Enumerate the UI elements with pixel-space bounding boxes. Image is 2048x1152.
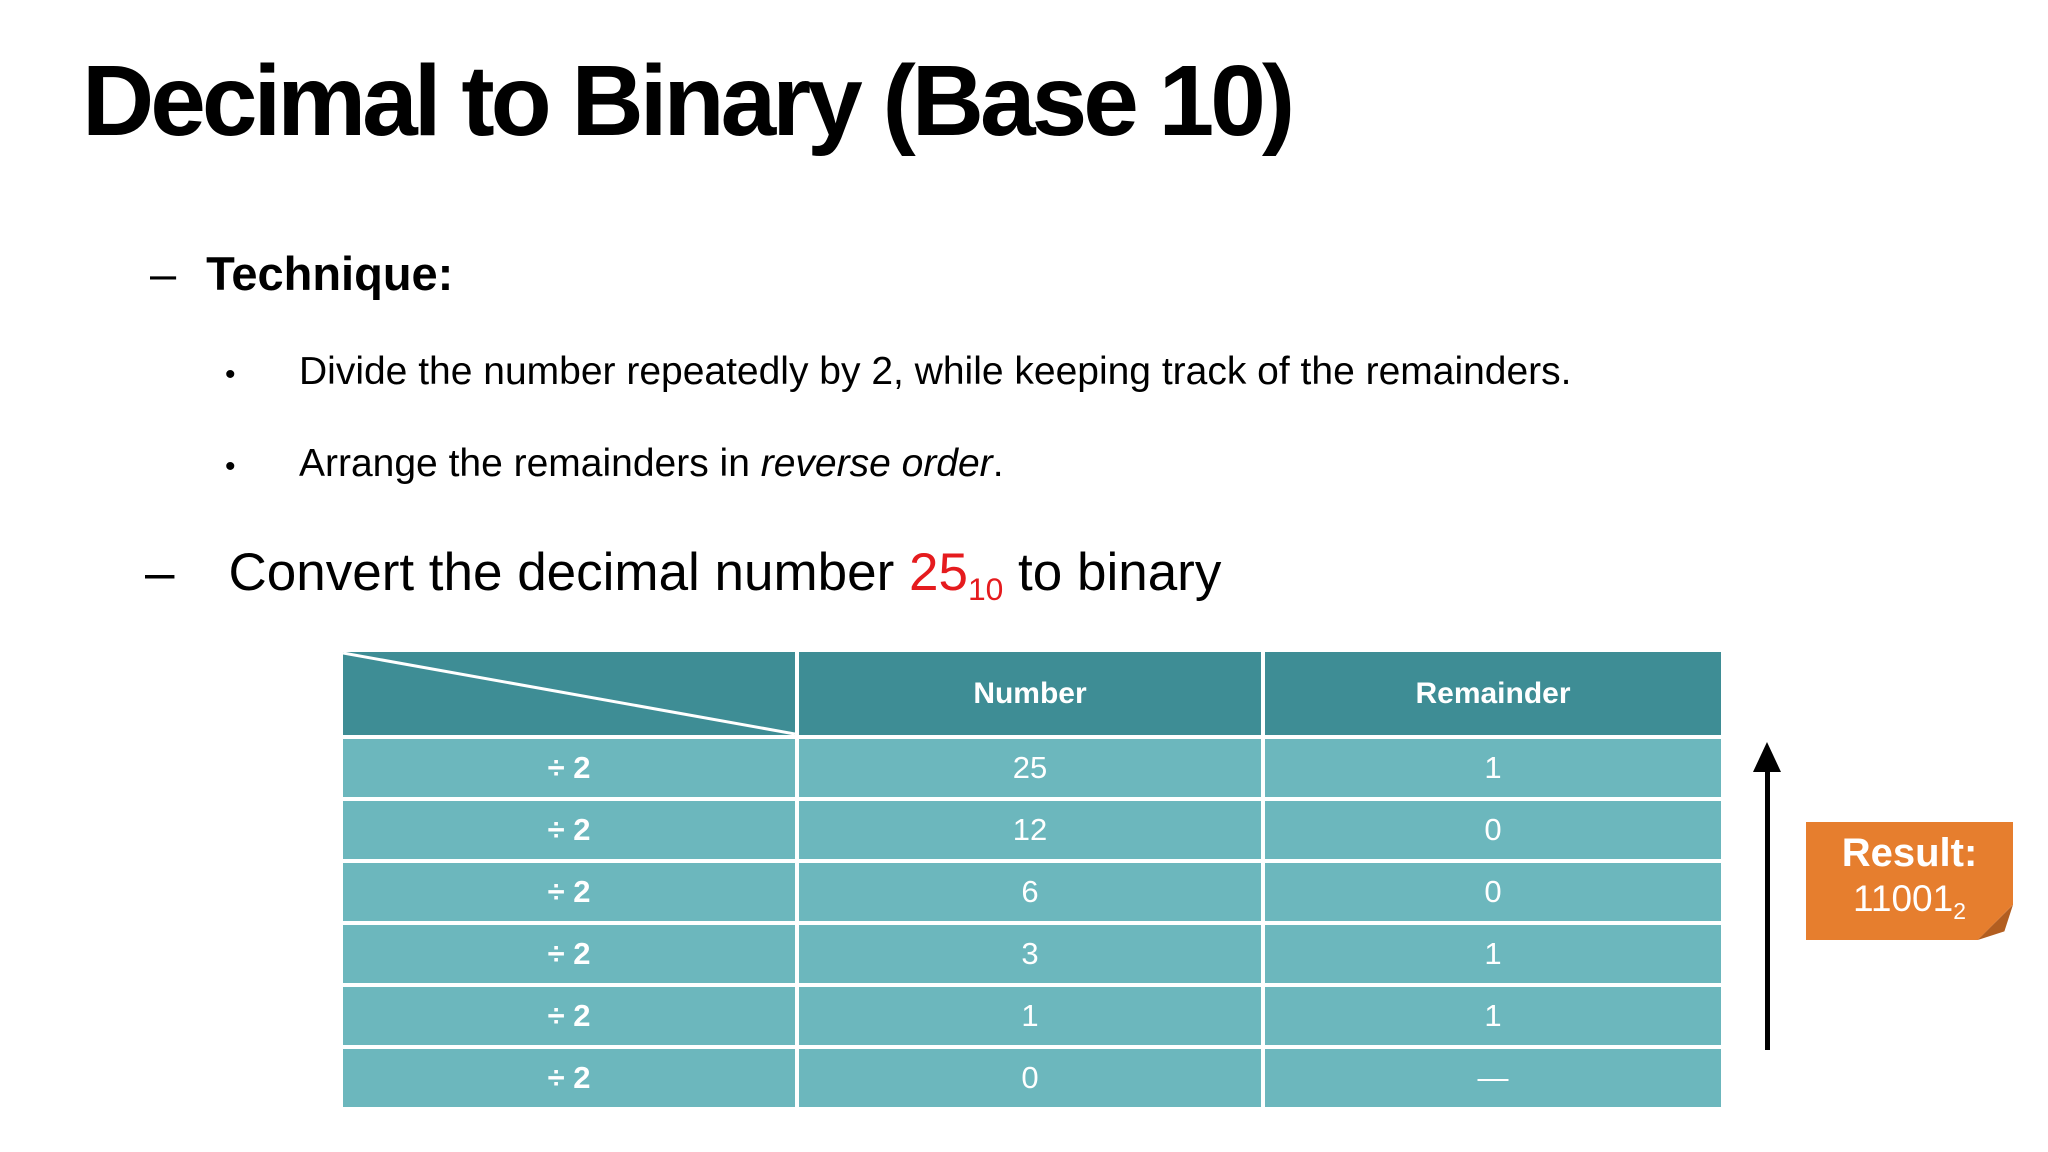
- bullet-text-arrange: Arrange the remainders in reverse order.: [299, 442, 1004, 487]
- result-label: Result:: [1841, 831, 1978, 875]
- bullet-icon: •: [225, 449, 236, 483]
- table-cell-number: 3: [799, 925, 1261, 983]
- up-arrow-icon: [1753, 742, 1781, 1050]
- convert-heading: – Convert the decimal number 2510 to bina…: [145, 542, 1221, 608]
- result-badge: Result: 110012: [1806, 822, 2013, 940]
- convert-text-after: to binary: [1003, 543, 1222, 602]
- technique-heading: – Technique:: [150, 246, 453, 301]
- table-cell-remainder: —: [1265, 1049, 1721, 1107]
- table-cell-op: ÷ 2: [343, 801, 795, 859]
- decimal-base-subscript: 10: [967, 571, 1004, 608]
- convert-text-before: Convert the decimal number: [228, 543, 909, 602]
- technique-label: Technique:: [206, 247, 454, 300]
- binary-base-subscript: 2: [1953, 898, 1966, 925]
- table-cell-remainder: 1: [1265, 987, 1721, 1045]
- slide-title: Decimal to Binary (Base 10): [82, 45, 1295, 157]
- table-cell-op: ÷ 2: [343, 739, 795, 797]
- bullet-text-divide: Divide the number repeatedly by 2, while…: [299, 350, 1572, 393]
- table-cell-remainder: 1: [1265, 925, 1721, 983]
- list-item: • Divide the number repeatedly by 2, whi…: [225, 350, 2035, 395]
- arrow-head: [1753, 742, 1781, 772]
- table-cell-remainder: 0: [1265, 863, 1721, 921]
- list-item: • Arrange the remainders in reverse orde…: [225, 442, 2035, 487]
- binary-result: 11001: [1853, 878, 1954, 919]
- table-cell-number: 0: [799, 1049, 1261, 1107]
- table-cell-number: 1: [799, 987, 1261, 1045]
- bullet-text-before: Arrange the remainders in: [299, 441, 761, 485]
- table-cell-op: ÷ 2: [343, 1049, 795, 1107]
- table-cell-number: 6: [799, 863, 1261, 921]
- column-header-number: Number: [799, 652, 1261, 735]
- bullet-text-after: .: [992, 441, 1004, 485]
- division-table: Number Remainder ÷ 2 25 1 ÷ 2 12 0 ÷ 2 6…: [343, 652, 1721, 1107]
- table-corner-cell: [343, 652, 795, 735]
- table-cell-remainder: 1: [1265, 739, 1721, 797]
- decimal-value: 25: [908, 543, 968, 602]
- table-cell-remainder: 0: [1265, 801, 1721, 859]
- table-cell-number: 12: [799, 801, 1261, 859]
- technique-bullet-list: • Divide the number repeatedly by 2, whi…: [225, 350, 2035, 487]
- result-badge-background: [1806, 822, 2013, 940]
- dash-bullet: –: [150, 247, 177, 300]
- arrow-shaft: [1764, 772, 1770, 1050]
- dash-bullet: –: [145, 543, 175, 602]
- table-cell-op: ÷ 2: [343, 987, 795, 1045]
- table-cell-number: 25: [799, 739, 1261, 797]
- result-value: 110012: [1806, 878, 2013, 925]
- diagonal-divider-line: [343, 652, 795, 735]
- table-cell-op: ÷ 2: [343, 925, 795, 983]
- column-header-remainder: Remainder: [1265, 652, 1721, 735]
- table-cell-op: ÷ 2: [343, 863, 795, 921]
- bullet-text-italic: reverse order: [760, 441, 993, 485]
- bullet-icon: •: [225, 358, 236, 391]
